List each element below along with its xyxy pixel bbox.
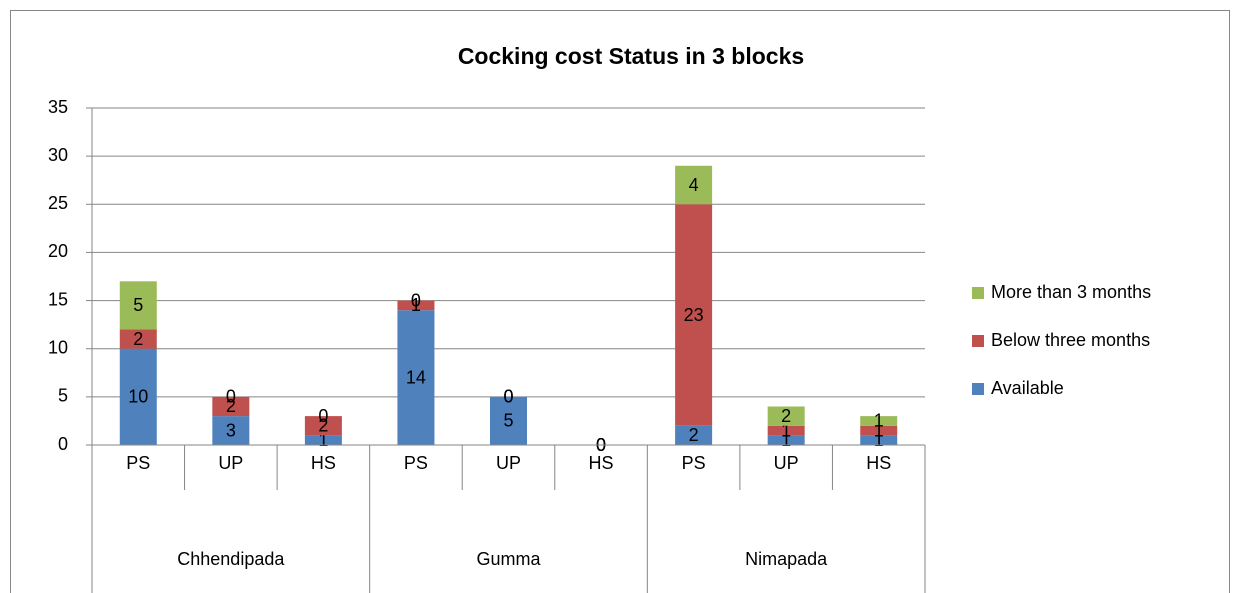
bar-segment	[767, 406, 805, 426]
data-label: 4	[689, 175, 699, 195]
bar-segment	[304, 416, 342, 436]
bar-segment	[119, 281, 157, 330]
bar-segment	[212, 396, 250, 417]
y-tick-label: 20	[48, 241, 68, 261]
legend-swatch	[972, 383, 984, 395]
y-tick-label: 10	[48, 337, 68, 357]
bar-segment	[675, 165, 713, 205]
data-label: 1	[318, 430, 328, 450]
legend-label: Available	[991, 378, 1064, 398]
data-label: 14	[406, 367, 426, 387]
x-tick-label: PS	[126, 453, 150, 473]
y-tick-label: 25	[48, 193, 68, 213]
y-tick-label: 15	[48, 289, 68, 309]
data-label: 2	[226, 396, 236, 416]
bar-segment	[397, 310, 435, 445]
legend-label: Below three months	[991, 330, 1150, 350]
chart-title: Cocking cost Status in 3 blocks	[458, 43, 804, 69]
bar-segment	[860, 416, 898, 426]
x-tick-label: HS	[589, 453, 614, 473]
bar-segment	[675, 425, 713, 445]
bar-segment	[397, 300, 435, 311]
bar-segment	[767, 425, 805, 436]
group-label: Nimapada	[745, 549, 828, 569]
bar-segment	[860, 425, 898, 436]
bar-segment	[860, 435, 898, 445]
data-label: 10	[128, 387, 148, 407]
data-label: 0	[503, 387, 513, 407]
data-label: 2	[781, 406, 791, 426]
data-label: 0	[226, 387, 236, 407]
bar-segment	[490, 396, 527, 445]
legend-swatch	[972, 287, 984, 299]
data-label: 5	[133, 295, 143, 315]
data-label: 2	[689, 425, 699, 445]
x-tick-label: PS	[682, 453, 706, 473]
bar-segment	[119, 329, 157, 349]
data-label: 1	[781, 420, 791, 440]
legend-swatch	[972, 335, 984, 347]
legend-label: More than 3 months	[991, 282, 1151, 302]
data-label: 0	[503, 387, 513, 407]
data-label: 2	[133, 329, 143, 349]
x-tick-label: HS	[311, 453, 336, 473]
data-label: 0	[318, 406, 328, 426]
x-tick-label: PS	[404, 453, 428, 473]
data-label: 1	[874, 420, 884, 440]
y-tick-label: 5	[58, 386, 68, 406]
bar-segment	[119, 348, 157, 445]
bar-segment	[767, 435, 805, 445]
data-label: 1	[781, 430, 791, 450]
group-label: Chhendipada	[177, 549, 285, 569]
x-tick-label: UP	[218, 453, 243, 473]
data-label: 1	[874, 430, 884, 450]
y-tick-label: 0	[58, 434, 68, 454]
y-tick-label: 30	[48, 145, 68, 165]
y-tick-label: 35	[48, 97, 68, 117]
data-label: 2	[318, 415, 328, 435]
data-label: 5	[503, 411, 513, 431]
data-label: 1	[411, 295, 421, 315]
x-tick-label: UP	[774, 453, 799, 473]
chart-border	[10, 10, 1230, 593]
data-label: 3	[226, 420, 236, 440]
x-tick-label: UP	[496, 453, 521, 473]
bar-segment	[212, 416, 250, 445]
bar-segment	[675, 204, 713, 426]
x-tick-label: HS	[866, 453, 891, 473]
group-label: Gumma	[476, 549, 541, 569]
data-label: 1	[874, 411, 884, 431]
data-label: 0	[411, 290, 421, 310]
bar-segment	[304, 435, 342, 445]
data-label: 23	[684, 305, 704, 325]
